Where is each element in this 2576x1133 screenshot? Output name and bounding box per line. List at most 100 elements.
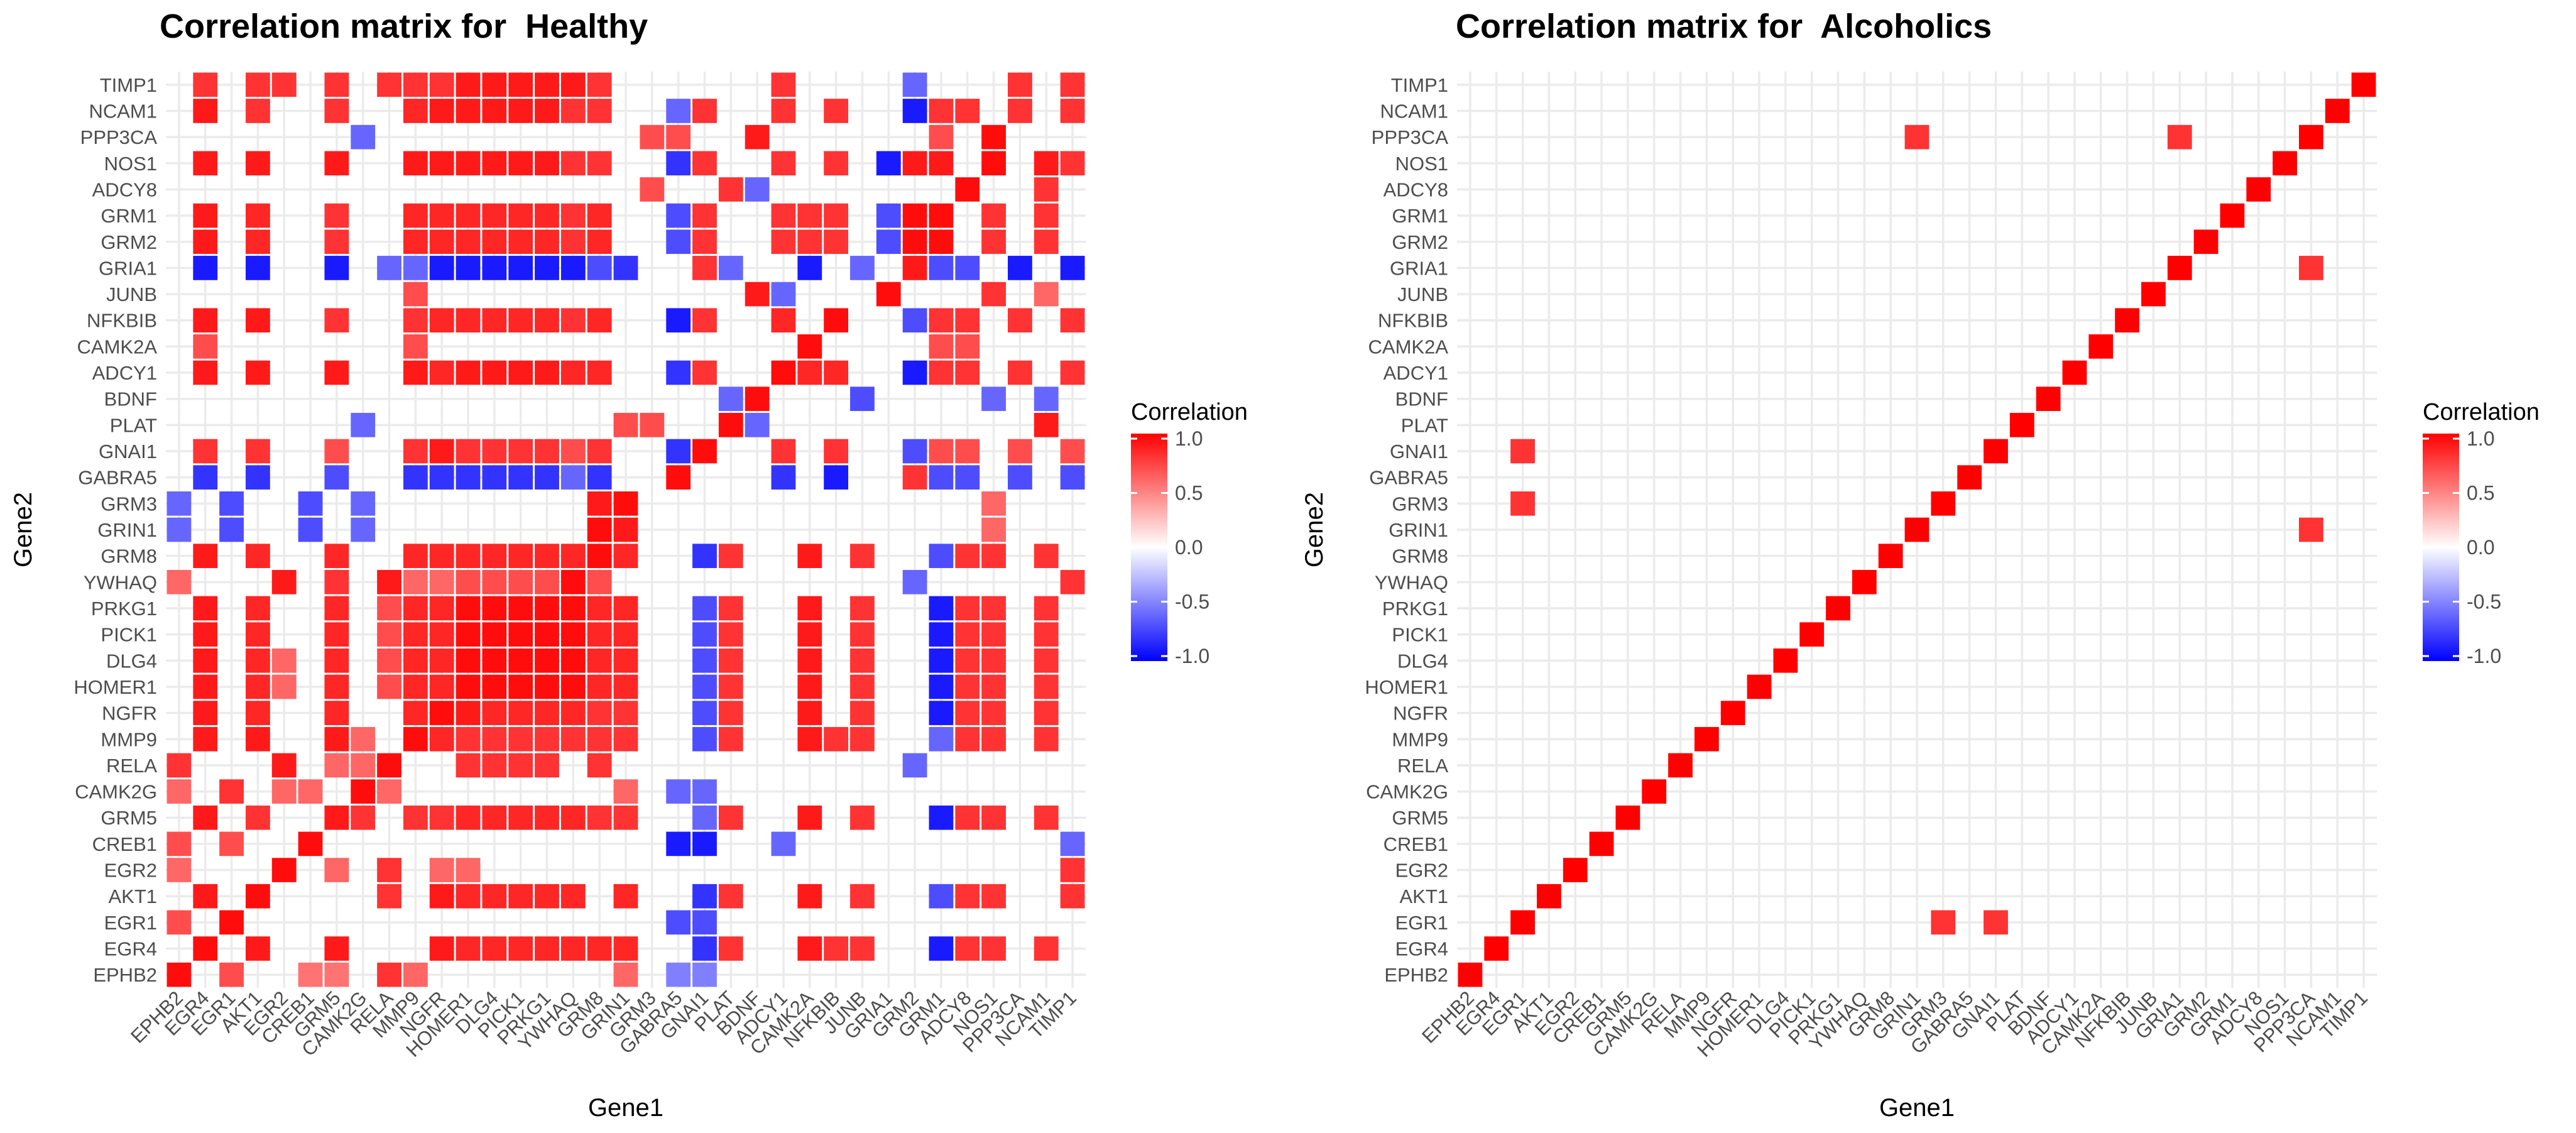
heatmap-cell (929, 648, 954, 673)
y-tick-label: GABRA5 (1369, 467, 1448, 489)
heatmap-cell (929, 465, 954, 490)
heatmap-cell (902, 203, 927, 228)
y-tick-label: GRM2 (101, 231, 157, 253)
heatmap-cell (2115, 308, 2140, 333)
heatmap-cell (587, 805, 612, 830)
heatmap-cell (797, 726, 822, 752)
heatmap-cell (613, 596, 638, 621)
heatmap-cell (797, 229, 822, 255)
heatmap-cell (718, 701, 743, 725)
heatmap-cell (771, 360, 796, 385)
heatmap-cell (508, 805, 533, 830)
heatmap-cell (955, 701, 980, 725)
y-tick-label: GRIA1 (1390, 257, 1448, 279)
heatmap-cell (587, 256, 612, 280)
y-tick-label: HOMER1 (74, 676, 157, 698)
y-tick-label: GRIA1 (99, 257, 157, 279)
heatmap-cell (429, 72, 454, 97)
heatmap-cell (1957, 465, 1982, 490)
heatmap-cell (797, 884, 822, 909)
heatmap-cell (535, 622, 559, 647)
heatmap-cell (587, 544, 612, 568)
heatmap-cell (1484, 936, 1509, 961)
heatmap-cell (351, 517, 376, 542)
heatmap-cell (245, 72, 270, 97)
heatmap-cell (193, 648, 218, 673)
heatmap-cell (193, 884, 218, 909)
heatmap-cell (508, 622, 533, 647)
heatmap-cell (351, 779, 376, 804)
heatmap-cell (797, 256, 822, 280)
heatmap-cell (1008, 256, 1032, 280)
heatmap-cell (429, 360, 454, 385)
colorbar-tick-label: -0.5 (1175, 591, 1209, 613)
heatmap-cell (955, 360, 980, 385)
heatmap-cell (377, 622, 401, 647)
heatmap-cell (193, 936, 218, 961)
heatmap-cell (456, 99, 481, 123)
heatmap-cell (587, 674, 612, 699)
heatmap-cell (1060, 439, 1085, 464)
heatmap-cell (298, 962, 323, 987)
heatmap-cell (666, 308, 691, 333)
heatmap-cell (1034, 596, 1059, 621)
heatmap-cell (456, 622, 481, 647)
heatmap-cell (508, 203, 533, 228)
heatmap-cell (2088, 334, 2114, 359)
heatmap-cell (535, 674, 559, 699)
heatmap-cell (587, 308, 612, 333)
heatmap-cell (482, 360, 507, 385)
heatmap-cell (560, 99, 586, 123)
heatmap-cell (324, 753, 349, 778)
heatmap-cell (2273, 151, 2298, 176)
heatmap-cell (482, 256, 507, 280)
heatmap-cell (271, 753, 297, 778)
heatmap-cell (1008, 465, 1032, 490)
y-tick-label: CREB1 (92, 833, 157, 855)
heatmap-cell (324, 229, 349, 255)
y-tick-label: PPP3CA (1372, 126, 1449, 148)
heatmap-cell (193, 701, 218, 725)
heatmap-cell (1510, 439, 1535, 464)
heatmap-cell (403, 674, 428, 699)
heatmap-cell (1060, 831, 1085, 857)
heatmap-cell (824, 99, 849, 123)
heatmap-cell (271, 674, 297, 699)
heatmap-cell (1060, 256, 1085, 280)
heatmap-cell (193, 229, 218, 255)
heatmap-cell (271, 72, 297, 97)
heatmap-cell (666, 229, 691, 255)
heatmap-cell (560, 308, 586, 333)
heatmap-cell (403, 962, 428, 987)
heatmap-cell (1510, 910, 1535, 935)
heatmap-cell (613, 779, 638, 804)
heatmap-cell (666, 439, 691, 464)
y-tick-label: BDNF (104, 388, 157, 410)
heatmap-cell (955, 99, 980, 123)
heatmap-cell (692, 726, 717, 752)
chart-title: Correlation matrix for Healthy (160, 8, 648, 45)
heatmap-cell (692, 884, 717, 909)
heatmap-cell (1799, 622, 1825, 647)
heatmap-cell (560, 674, 586, 699)
heatmap-cell (2167, 256, 2192, 280)
heatmap-cell (193, 72, 218, 97)
heatmap-cell (587, 151, 612, 176)
heatmap-cell (193, 465, 218, 490)
heatmap-cell (560, 726, 586, 752)
y-tick-label: AKT1 (1399, 885, 1448, 907)
heatmap-cell (745, 282, 770, 307)
heatmap-cell (482, 884, 507, 909)
heatmap-cell (166, 753, 192, 778)
heatmap-cell (2325, 99, 2350, 123)
heatmap-cell (324, 439, 349, 464)
heatmap-cell (981, 203, 1007, 228)
heatmap-cell (403, 151, 428, 176)
heatmap-cell (1034, 177, 1059, 202)
heatmap-cell (929, 308, 954, 333)
heatmap-cell (429, 674, 454, 699)
heatmap-cell (535, 753, 559, 778)
y-tick-label: CAMK2G (1366, 781, 1448, 803)
heatmap-cell (666, 465, 691, 490)
y-tick-label: JUNB (106, 283, 157, 305)
